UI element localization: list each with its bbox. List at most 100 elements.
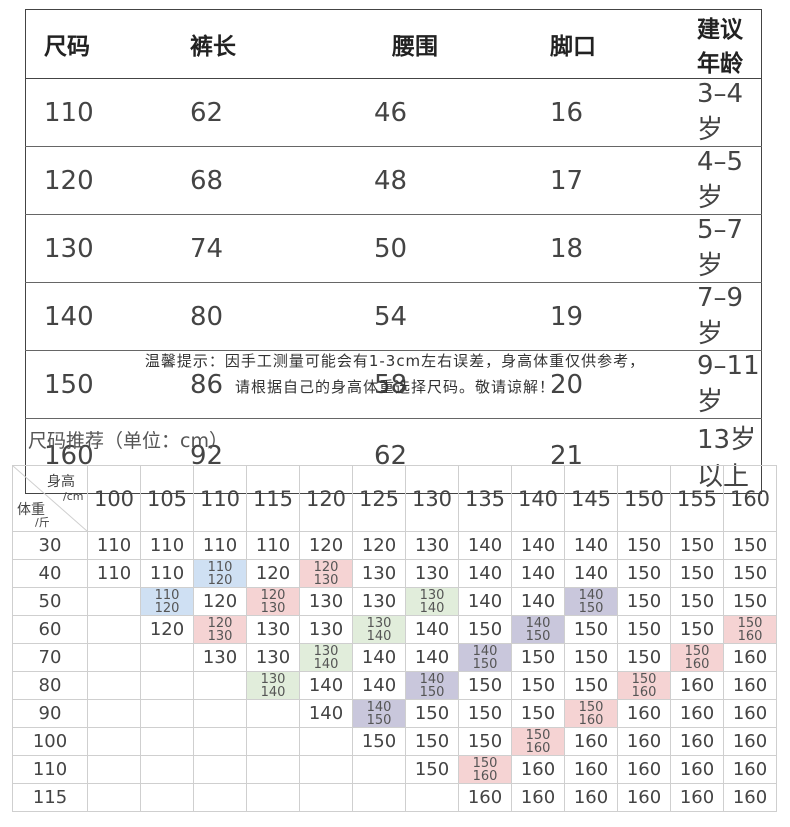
dual-size-cell: 130 140 (246, 671, 300, 700)
size-cell: 150 (723, 531, 777, 560)
size-cell: 140 (299, 671, 353, 700)
recommendation-row: 70 130 130 130 140 140 140 140 150 150 150 150 150 16… (12, 643, 777, 672)
dual-size-value: 150 (472, 755, 498, 771)
height-header-cell: 160 (723, 465, 777, 532)
recommendation-row: 100 150 150 150 150 160 160 160 160 160 (12, 727, 777, 756)
dual-size-value: 140 (419, 600, 445, 616)
size-cell: 110 (140, 559, 194, 588)
size-cell: 130 (352, 587, 406, 616)
dual-size-value: 120 (313, 559, 339, 575)
size-cell: 130 (299, 615, 353, 644)
weight-label-cell: 110 (12, 755, 88, 784)
size-chart-cell: 150 (25, 350, 182, 419)
dual-size-cell: 130 140 (405, 587, 459, 616)
size-cell: 150 (511, 699, 565, 728)
empty-cell (299, 755, 353, 784)
dual-size-value: 120 (207, 572, 233, 588)
size-cell: 150 (723, 587, 777, 616)
dual-size-cell: 150 160 (670, 643, 724, 672)
size-cell: 150 (617, 587, 671, 616)
corner-weight-unit: /斤 (35, 516, 50, 529)
size-chart-cell: 50 (362, 214, 540, 283)
size-cell: 130 (299, 587, 353, 616)
size-cell: 120 (299, 531, 353, 560)
dual-size-cell: 140 150 (564, 587, 618, 616)
size-cell: 110 (246, 531, 300, 560)
size-chart-cell: 3–4岁 (697, 79, 744, 145)
size-chart-cell: 140 (25, 282, 182, 351)
height-header-cell: 125 (352, 465, 406, 532)
size-cell: 130 (246, 615, 300, 644)
size-cell: 130 (352, 559, 406, 588)
dual-size-value: 110 (154, 587, 180, 603)
size-cell: 160 (511, 755, 565, 784)
dual-size-value: 130 (207, 628, 233, 644)
size-cell: 120 (193, 587, 247, 616)
empty-cell (87, 671, 141, 700)
dual-size-value: 150 (472, 656, 498, 672)
empty-cell (193, 755, 247, 784)
dual-size-cell: 120 130 (299, 559, 353, 588)
weight-label-cell: 115 (12, 783, 88, 812)
size-cell: 140 (458, 559, 512, 588)
size-cell: 130 (246, 643, 300, 672)
weight-label-cell: 30 (12, 531, 88, 560)
dual-size-value: 150 (631, 671, 657, 687)
size-chart-cell: 16 (550, 97, 584, 128)
size-cell: 160 (670, 783, 724, 812)
size-chart-cell: 54 (362, 282, 540, 351)
size-cell: 130 (193, 643, 247, 672)
dual-size-value: 160 (737, 628, 763, 644)
dual-size-value: 150 (578, 699, 604, 715)
empty-cell (87, 727, 141, 756)
dual-size-value: 150 (578, 600, 604, 616)
dual-size-value: 110 (207, 559, 233, 575)
height-header-cell: 150 (617, 465, 671, 532)
size-cell: 150 (458, 671, 512, 700)
height-header-cell: 130 (405, 465, 459, 532)
recommendation-row: 60 120 120 130 130 130 130 140 140 150 140 150 150 15… (12, 615, 777, 644)
size-chart-cell: 7–9岁 (679, 282, 762, 351)
dual-size-value: 150 (366, 712, 392, 728)
size-cell: 130 (405, 531, 459, 560)
empty-cell (299, 727, 353, 756)
dual-size-cell: 140 150 (405, 671, 459, 700)
dual-size-value: 130 (260, 671, 286, 687)
header-pants-length: 裤长 (182, 9, 362, 79)
size-chart-row: 140 80 54 19 7–9岁 (25, 282, 762, 351)
corner-height-unit: /cm (63, 490, 84, 503)
dual-size-value: 160 (525, 740, 551, 756)
weight-label-cell: 80 (12, 671, 88, 700)
size-cell: 120 (140, 615, 194, 644)
size-chart-cell: 17 (540, 146, 679, 215)
size-cell: 150 (511, 643, 565, 672)
size-cell: 140 (405, 643, 459, 672)
size-cell: 150 (670, 559, 724, 588)
size-cell: 120 (352, 531, 406, 560)
size-chart-cell: 20 (540, 350, 679, 419)
size-cell: 160 (670, 755, 724, 784)
size-cell: 150 (405, 755, 459, 784)
dual-size-value: 140 (313, 656, 339, 672)
recommendation-row: 90 140 140 150 150 150 150 150 160 160 160 160 (12, 699, 777, 728)
dual-size-value: 140 (525, 615, 551, 631)
height-header-cell: 155 (670, 465, 724, 532)
empty-cell (193, 783, 247, 812)
size-cell: 150 (405, 727, 459, 756)
dual-size-value: 150 (525, 628, 551, 644)
recommendation-row: 80 130 140 140 140 140 150 150 150 150 150 160 160 16… (12, 671, 777, 700)
size-cell: 150 (670, 587, 724, 616)
size-cell: 110 (87, 559, 141, 588)
empty-cell (193, 727, 247, 756)
height-header-cell: 135 (458, 465, 512, 532)
size-cell: 160 (458, 783, 512, 812)
size-cell: 150 (564, 671, 618, 700)
empty-cell (87, 783, 141, 812)
weight-label-cell: 70 (12, 643, 88, 672)
size-cell: 160 (670, 699, 724, 728)
dual-size-cell: 150 160 (564, 699, 618, 728)
size-chart-cell: 4–5岁 (679, 146, 762, 215)
weight-label-cell: 50 (12, 587, 88, 616)
size-chart-cell: 58 (362, 350, 540, 419)
size-chart-cell: 62 (190, 97, 224, 128)
